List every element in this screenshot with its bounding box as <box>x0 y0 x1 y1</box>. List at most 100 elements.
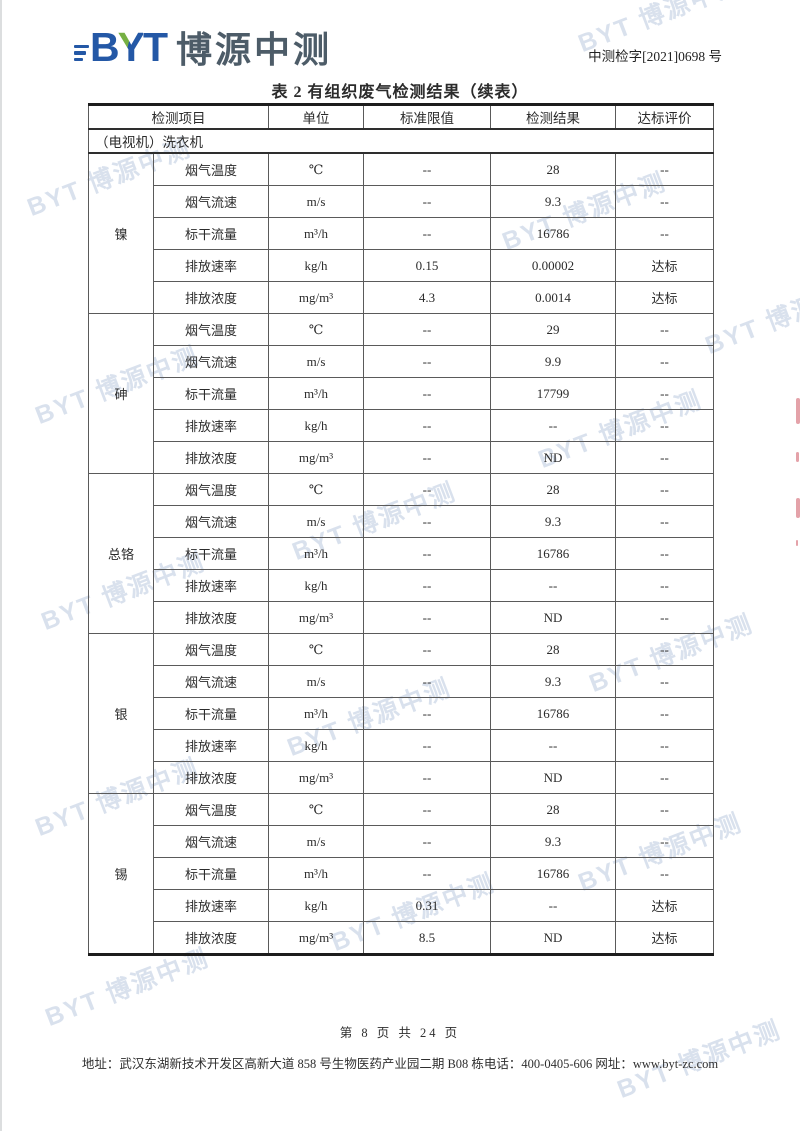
item-name-cell: 标干流量 <box>153 857 269 890</box>
table-row: 排放速率 kg/h -- -- -- <box>89 569 714 602</box>
item-name-cell: 烟气温度 <box>153 793 269 826</box>
value-cell: m³/h <box>268 697 364 730</box>
value-cell: -- <box>615 793 714 826</box>
logo-letter-t: T <box>142 24 168 70</box>
table-row: 排放速率 kg/h -- -- -- <box>89 409 714 442</box>
value-cell: ℃ <box>268 473 364 506</box>
table-row: 排放速率 kg/h 0.15 0.00002 达标 <box>89 249 714 282</box>
value-cell: 16786 <box>490 857 616 890</box>
table-row: 排放浓度 mg/m³ 8.5 ND 达标 <box>89 921 714 955</box>
item-name-cell: 排放浓度 <box>153 601 269 634</box>
value-cell: 达标 <box>615 921 714 955</box>
value-cell: -- <box>615 217 714 250</box>
column-header-limit: 标准限值 <box>363 104 491 130</box>
table-row: 排放浓度 mg/m³ -- ND -- <box>89 761 714 794</box>
value-cell: -- <box>615 857 714 890</box>
value-cell: kg/h <box>268 249 364 282</box>
value-cell: -- <box>615 601 714 634</box>
value-cell: -- <box>363 313 491 346</box>
group-name-cell: 银 <box>88 633 154 794</box>
value-cell: -- <box>615 569 714 602</box>
item-name-cell: 烟气温度 <box>153 633 269 666</box>
value-cell: 9.3 <box>490 665 616 698</box>
value-cell: 9.3 <box>490 185 616 218</box>
item-name-cell: 烟气流速 <box>153 665 269 698</box>
value-cell: 16786 <box>490 217 616 250</box>
value-cell: -- <box>615 313 714 346</box>
table-row: 烟气流速 m/s -- 9.3 -- <box>89 825 714 858</box>
value-cell: -- <box>363 377 491 410</box>
value-cell: kg/h <box>268 569 364 602</box>
item-name-cell: 烟气流速 <box>153 825 269 858</box>
item-name-cell: 烟气温度 <box>153 313 269 346</box>
value-cell: 4.3 <box>363 281 491 314</box>
value-cell: ℃ <box>268 793 364 826</box>
item-name-cell: 排放速率 <box>153 569 269 602</box>
value-cell: 0.0014 <box>490 281 616 314</box>
logo-letter-y: Y <box>117 24 145 70</box>
item-name-cell: 排放速率 <box>153 249 269 282</box>
item-name-cell: 标干流量 <box>153 697 269 730</box>
value-cell: mg/m³ <box>268 921 364 955</box>
item-name-cell: 排放浓度 <box>153 441 269 474</box>
item-name-cell: 烟气温度 <box>153 473 269 506</box>
value-cell: 9.3 <box>490 825 616 858</box>
value-cell: -- <box>615 697 714 730</box>
logo-stripes-icon <box>74 44 89 61</box>
value-cell: ND <box>490 761 616 794</box>
scan-edge-artifact <box>0 0 2 1131</box>
table-row: 镍烟气温度 ℃ -- 28 -- <box>88 152 714 314</box>
value-cell: m/s <box>268 185 364 218</box>
item-name-cell: 排放速率 <box>153 889 269 922</box>
value-cell: -- <box>363 825 491 858</box>
value-cell: -- <box>615 152 714 186</box>
table-body: （电视机）洗衣机 镍烟气温度 ℃ -- 28 -- 烟气流速 m/s -- 9.3 -- 标干流量 m… <box>88 128 714 955</box>
value-cell: ℃ <box>268 313 364 346</box>
table-row: 砷烟气温度 ℃ -- 29 -- <box>88 313 714 474</box>
item-name-cell: 烟气流速 <box>153 505 269 538</box>
value-cell: -- <box>490 729 616 762</box>
value-cell: kg/h <box>268 409 364 442</box>
value-cell: -- <box>363 697 491 730</box>
value-cell: 0.00002 <box>490 249 616 282</box>
item-name-cell: 标干流量 <box>153 217 269 250</box>
value-cell: 9.3 <box>490 505 616 538</box>
logo-company-name: 博源中测 <box>176 29 333 70</box>
value-cell: mg/m³ <box>268 281 364 314</box>
value-cell: -- <box>363 793 491 826</box>
table-row: 排放速率 kg/h -- -- -- <box>89 729 714 762</box>
value-cell: -- <box>363 217 491 250</box>
results-table: 检测项目 单位 标准限值 检测结果 达标评价 （电视机）洗衣机 镍烟气温度 ℃ --… <box>88 103 714 956</box>
value-cell: 16786 <box>490 697 616 730</box>
item-name-cell: 排放速率 <box>153 729 269 762</box>
page-number: 第 8 页 共 24 页 <box>339 1026 461 1040</box>
red-stamp-fragment <box>796 498 800 518</box>
group-name-cell: 砷 <box>88 313 154 474</box>
value-cell: -- <box>615 505 714 538</box>
value-cell: 17799 <box>490 377 616 410</box>
value-cell: -- <box>363 473 491 506</box>
value-cell: -- <box>363 505 491 538</box>
value-cell: -- <box>615 377 714 410</box>
value-cell: ND <box>490 601 616 634</box>
value-cell: ℃ <box>268 633 364 666</box>
section-label: （电视机）洗衣机 <box>88 128 714 154</box>
table-title: 表 2 有组织废气检测结果（续表） <box>271 84 529 101</box>
value-cell: -- <box>363 345 491 378</box>
value-cell: 0.15 <box>363 249 491 282</box>
value-cell: -- <box>363 569 491 602</box>
table-row: 标干流量 m³/h -- 16786 -- <box>89 697 714 730</box>
table-header: 检测项目 单位 标准限值 检测结果 达标评价 <box>88 104 714 130</box>
table-row: 标干流量 m³/h -- 16786 -- <box>89 857 714 890</box>
value-cell: -- <box>615 345 714 378</box>
value-cell: -- <box>490 889 616 922</box>
value-cell: -- <box>615 665 714 698</box>
address-line: 地址：武汉东湖新技术开发区高新大道 858 号生物医药产业园二期 B08 栋电话… <box>81 1057 719 1071</box>
value-cell: -- <box>615 409 714 442</box>
item-name-cell: 标干流量 <box>153 537 269 570</box>
table-row: 烟气流速 m/s -- 9.3 -- <box>89 665 714 698</box>
table-row: 排放浓度 mg/m³ -- ND -- <box>89 601 714 634</box>
value-cell: m/s <box>268 345 364 378</box>
value-cell: ND <box>490 441 616 474</box>
